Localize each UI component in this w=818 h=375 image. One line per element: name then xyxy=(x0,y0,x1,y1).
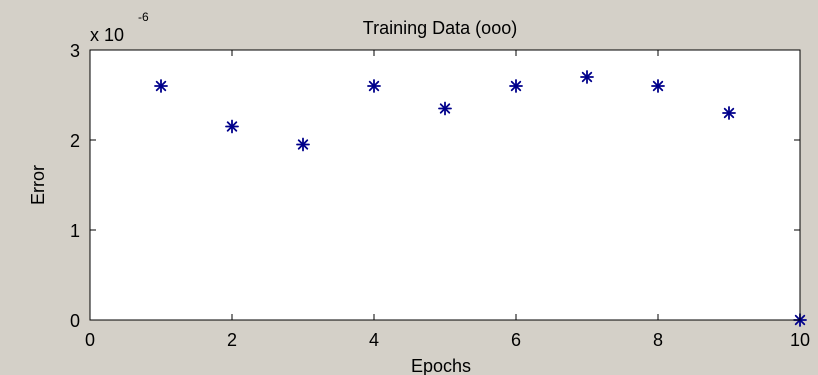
x-tick-label: 10 xyxy=(790,330,810,350)
y-tick-label: 1 xyxy=(70,221,80,241)
data-point xyxy=(154,79,168,93)
data-point xyxy=(722,106,736,120)
data-points xyxy=(154,70,807,327)
axes-frame xyxy=(89,49,801,321)
x-tick-label: 2 xyxy=(227,330,237,350)
axis-ticks: 0 2 4 6 8 10 0 1 2 3 xyxy=(70,41,810,350)
y-exponent-label: x 10 xyxy=(90,25,124,45)
y-axis-label: Error xyxy=(28,165,48,205)
y-tick-label: 0 xyxy=(70,311,80,331)
data-point xyxy=(509,79,523,93)
axes-area xyxy=(90,50,800,320)
x-tick-label: 0 xyxy=(85,330,95,350)
data-point xyxy=(225,119,239,134)
data-point xyxy=(580,70,594,84)
chart-title: Training Data (ooo) xyxy=(363,18,517,38)
x-tick-label: 6 xyxy=(511,330,521,350)
x-tick-label: 4 xyxy=(369,330,379,350)
data-point xyxy=(367,79,381,93)
y-exponent-value: -6 xyxy=(138,10,149,24)
data-point xyxy=(438,101,452,116)
data-point xyxy=(651,79,665,93)
x-axis-label: Epochs xyxy=(411,356,471,375)
data-point xyxy=(296,137,310,152)
x-tick-label: 8 xyxy=(653,330,663,350)
y-tick-label: 3 xyxy=(70,41,80,61)
y-tick-label: 2 xyxy=(70,131,80,151)
